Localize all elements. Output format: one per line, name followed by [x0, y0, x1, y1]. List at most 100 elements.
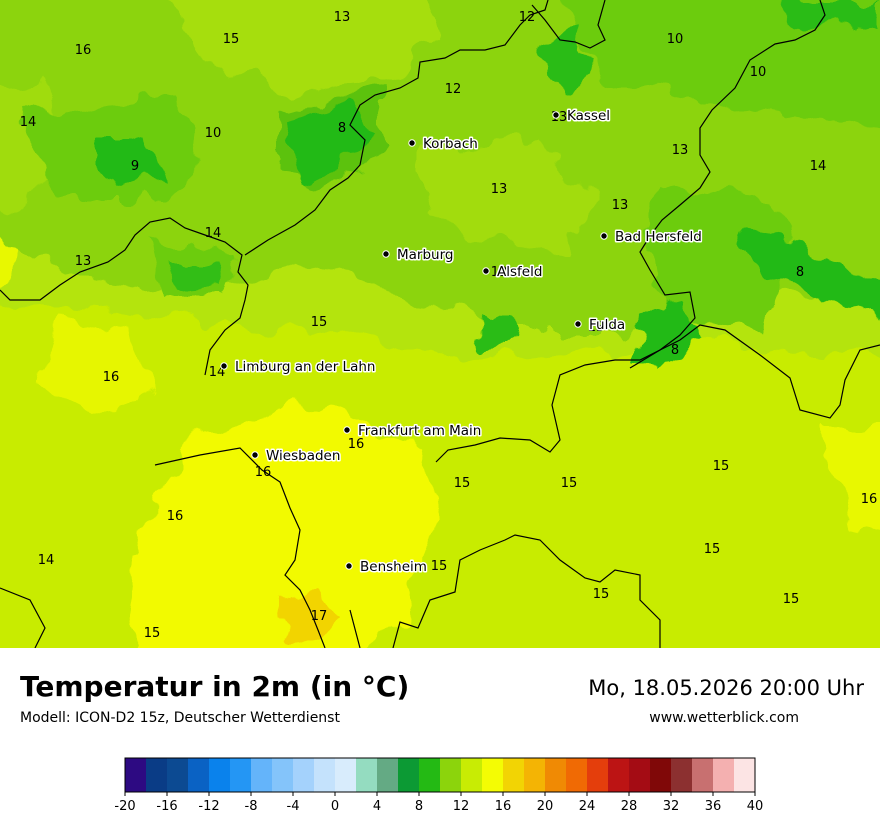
- city-label: Korbach: [423, 136, 478, 152]
- temperature-value-label: 9: [131, 159, 139, 174]
- legend-color-swatch: [482, 758, 504, 792]
- city-label: Bad Hersfeld: [615, 229, 702, 245]
- city-label: Bensheim: [360, 559, 427, 575]
- legend-color-swatch: [461, 758, 483, 792]
- model-info: Modell: ICON-D2 15z, Deutscher Wetterdie…: [20, 710, 340, 726]
- city-fulda: Fulda: [574, 316, 627, 335]
- temperature-value-label: 14: [20, 115, 37, 130]
- legend-color-swatch: [272, 758, 294, 792]
- temperature-value-label: 15: [561, 476, 578, 491]
- legend-color-swatch: [713, 758, 735, 792]
- temperature-value-label: 12: [519, 10, 536, 25]
- legend-tick-label: 40: [747, 799, 764, 814]
- city-label: Wiesbaden: [266, 448, 340, 464]
- temperature-value-label: 15: [454, 476, 471, 491]
- temperature-map: 13 12 15 16 10 10 12 14 13 8 10 9 13 14 13 13 14 13 13 8 15 1…: [0, 0, 880, 648]
- legend-color-swatch: [335, 758, 357, 792]
- legend-color-swatch: [419, 758, 441, 792]
- legend-color-swatch: [650, 758, 672, 792]
- city-dot-icon: [251, 451, 259, 459]
- temperature-value-label: 14: [205, 226, 222, 241]
- temperature-value-label: 8: [796, 265, 804, 280]
- footer: Temperatur in 2m (in °C) Modell: ICON-D2…: [0, 648, 880, 830]
- temperature-value-label: 16: [348, 437, 365, 452]
- legend-tick-label: 20: [537, 799, 554, 814]
- temperature-value-label: 15: [431, 559, 448, 574]
- legend-color-swatch: [608, 758, 630, 792]
- legend-tick-label: -20: [114, 799, 135, 814]
- state-borders: [0, 0, 880, 648]
- city-label: Marburg: [397, 247, 453, 263]
- city-dot-icon: [220, 362, 228, 370]
- temperature-value-label: 15: [223, 32, 240, 47]
- city-alsfeld: Alsfeld: [482, 263, 544, 282]
- temperature-field: [0, 0, 880, 648]
- legend-color-swatch: [356, 758, 378, 792]
- temperature-value-label: 13: [612, 198, 629, 213]
- legend-tick-label: 32: [663, 799, 680, 814]
- legend-color-swatch: [545, 758, 567, 792]
- temperature-value-label: 15: [144, 626, 161, 641]
- city-label: Alsfeld: [497, 264, 542, 280]
- legend-color-swatch: [524, 758, 546, 792]
- temperature-value-label: 17: [311, 609, 328, 624]
- website-link[interactable]: www.wetterblick.com: [649, 710, 799, 726]
- legend-tick-label: 4: [373, 799, 381, 814]
- temperature-value-label: 14: [38, 553, 55, 568]
- city-bad-hersfeld: Bad Hersfeld: [600, 228, 703, 247]
- legend-tick-label: -16: [156, 799, 177, 814]
- temperature-value-label: 10: [667, 32, 684, 47]
- city-marburg: Marburg: [382, 246, 455, 265]
- city-dot-icon: [382, 250, 390, 258]
- temperature-value-label: 15: [713, 459, 730, 474]
- city-bensheim: Bensheim: [345, 558, 428, 577]
- temperature-value-label: 10: [750, 65, 767, 80]
- city-label: Limburg an der Lahn: [235, 359, 375, 375]
- temperature-value-label: 15: [593, 587, 610, 602]
- temperature-value-label: 13: [491, 182, 508, 197]
- legend-color-swatch: [146, 758, 168, 792]
- legend-color-swatch: [692, 758, 714, 792]
- legend-tick-label: 8: [415, 799, 423, 814]
- legend-color-swatch: [209, 758, 231, 792]
- legend-color-swatch: [167, 758, 189, 792]
- legend-color-swatch: [734, 758, 756, 792]
- legend-color-swatch: [440, 758, 462, 792]
- city-markers: Kassel Korbach Bad Hersfeld Marburg Alsfeld F…: [220, 107, 703, 577]
- city-korbach: Korbach: [408, 135, 479, 154]
- legend-color-swatch: [314, 758, 336, 792]
- temperature-value-label: 16: [167, 509, 184, 524]
- city-label: Frankfurt am Main: [358, 423, 481, 439]
- temperature-value-label: 13: [551, 110, 568, 125]
- legend-tick-label: -8: [245, 799, 258, 814]
- legend-color-swatch: [503, 758, 525, 792]
- legend-color-swatch: [629, 758, 651, 792]
- temperature-value-label: 16: [861, 492, 878, 507]
- temperature-value-label: 8: [671, 343, 679, 358]
- legend-tick-label: -4: [287, 799, 300, 814]
- temperature-value-label: 12: [445, 82, 462, 97]
- legend-color-swatch: [125, 758, 147, 792]
- legend-color-swatch: [377, 758, 399, 792]
- temperature-value-label: 13: [588, 320, 605, 335]
- legend-color-swatch: [671, 758, 693, 792]
- temperature-value-label: 13: [672, 143, 689, 158]
- temperature-value-label: 15: [783, 592, 800, 607]
- city-dot-icon: [552, 111, 560, 119]
- temperature-value-label: 16: [255, 465, 272, 480]
- city-dot-icon: [345, 562, 353, 570]
- city-frankfurt-am-main: Frankfurt am Main: [343, 422, 483, 441]
- temperature-value-label: 13: [491, 265, 508, 280]
- temperature-labels: 13 12 15 16 10 10 12 14 13 8 10 9 13 14 13 13 14 13 13 8 15 1…: [20, 10, 878, 641]
- temperature-value-label: 13: [334, 10, 351, 25]
- city-dot-icon: [482, 267, 490, 275]
- legend-color-swatch: [398, 758, 420, 792]
- legend-tick-label: 24: [579, 799, 596, 814]
- temperature-value-label: 10: [205, 126, 222, 141]
- temperature-value-label: 8: [338, 121, 346, 136]
- legend-tick-label: -12: [198, 799, 219, 814]
- map-title: Temperatur in 2m (in °C): [20, 670, 410, 703]
- legend-tick-label: 0: [331, 799, 339, 814]
- legend-tick-label: 28: [621, 799, 638, 814]
- legend-color-swatch: [230, 758, 252, 792]
